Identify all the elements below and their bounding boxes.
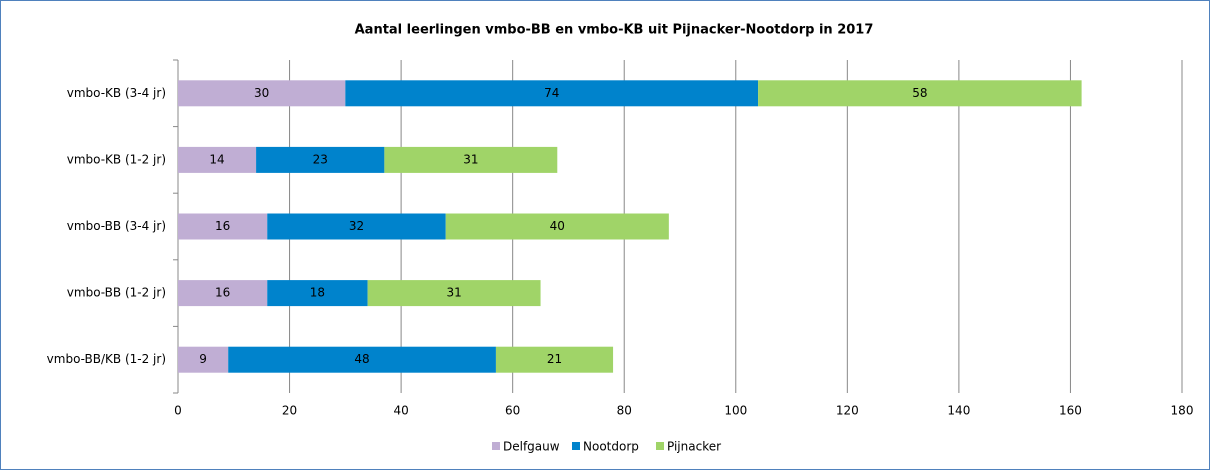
legend-swatch (572, 442, 580, 450)
data-label: 40 (550, 219, 565, 233)
legend-label: Delfgauw (503, 440, 560, 454)
x-tick-label: 40 (393, 404, 408, 418)
bar-segment (178, 213, 268, 240)
data-label: 31 (446, 286, 461, 300)
bar-segment (178, 80, 346, 107)
x-tick-label: 140 (947, 404, 970, 418)
legend-label: Nootdorp (583, 440, 639, 454)
bar-segment (178, 346, 229, 373)
y-tick-label: vmbo-BB (1-2 jr) (67, 286, 166, 300)
legend-label: Pijnacker (667, 440, 721, 454)
bar-segment (367, 280, 541, 307)
y-tick-label: vmbo-BB/KB (1-2 jr) (47, 352, 166, 366)
bar-segment (178, 280, 268, 307)
data-label: 23 (313, 152, 328, 166)
x-tick-label: 120 (836, 404, 859, 418)
x-tick-label: 100 (724, 404, 747, 418)
bar-segment (758, 80, 1082, 107)
data-label: 31 (463, 152, 478, 166)
data-label: 21 (547, 352, 562, 366)
data-label: 16 (215, 286, 230, 300)
data-label: 30 (254, 86, 269, 100)
bar-segment (384, 146, 558, 173)
legend-swatch (656, 442, 664, 450)
chart-title: Aantal leerlingen vmbo-BB en vmbo-KB uit… (355, 23, 874, 38)
bar-segment (256, 146, 385, 173)
x-tick-label: 0 (174, 404, 182, 418)
data-label: 14 (209, 152, 224, 166)
data-label: 48 (354, 352, 369, 366)
data-label: 16 (215, 219, 230, 233)
x-tick-label: 80 (617, 404, 632, 418)
legend-swatch (492, 442, 500, 450)
data-label: 18 (310, 286, 325, 300)
y-tick-label: vmbo-KB (1-2 jr) (67, 152, 166, 166)
bar-segment (495, 346, 614, 373)
bar-segment (178, 146, 257, 173)
x-tick-label: 20 (282, 404, 297, 418)
data-label: 9 (199, 352, 207, 366)
bar-segment (228, 346, 496, 373)
data-label: 74 (544, 86, 559, 100)
bar-segment (445, 213, 669, 240)
data-label: 58 (912, 86, 927, 100)
y-tick-label: vmbo-BB (3-4 jr) (67, 219, 166, 233)
bar-segment (345, 80, 759, 107)
y-tick-label: vmbo-KB (3-4 jr) (67, 86, 166, 100)
x-tick-label: 60 (505, 404, 520, 418)
x-tick-label: 160 (1059, 404, 1082, 418)
bar-segment (267, 213, 446, 240)
data-label: 32 (349, 219, 364, 233)
bar-segment (267, 280, 368, 307)
x-tick-label: 180 (1171, 404, 1194, 418)
